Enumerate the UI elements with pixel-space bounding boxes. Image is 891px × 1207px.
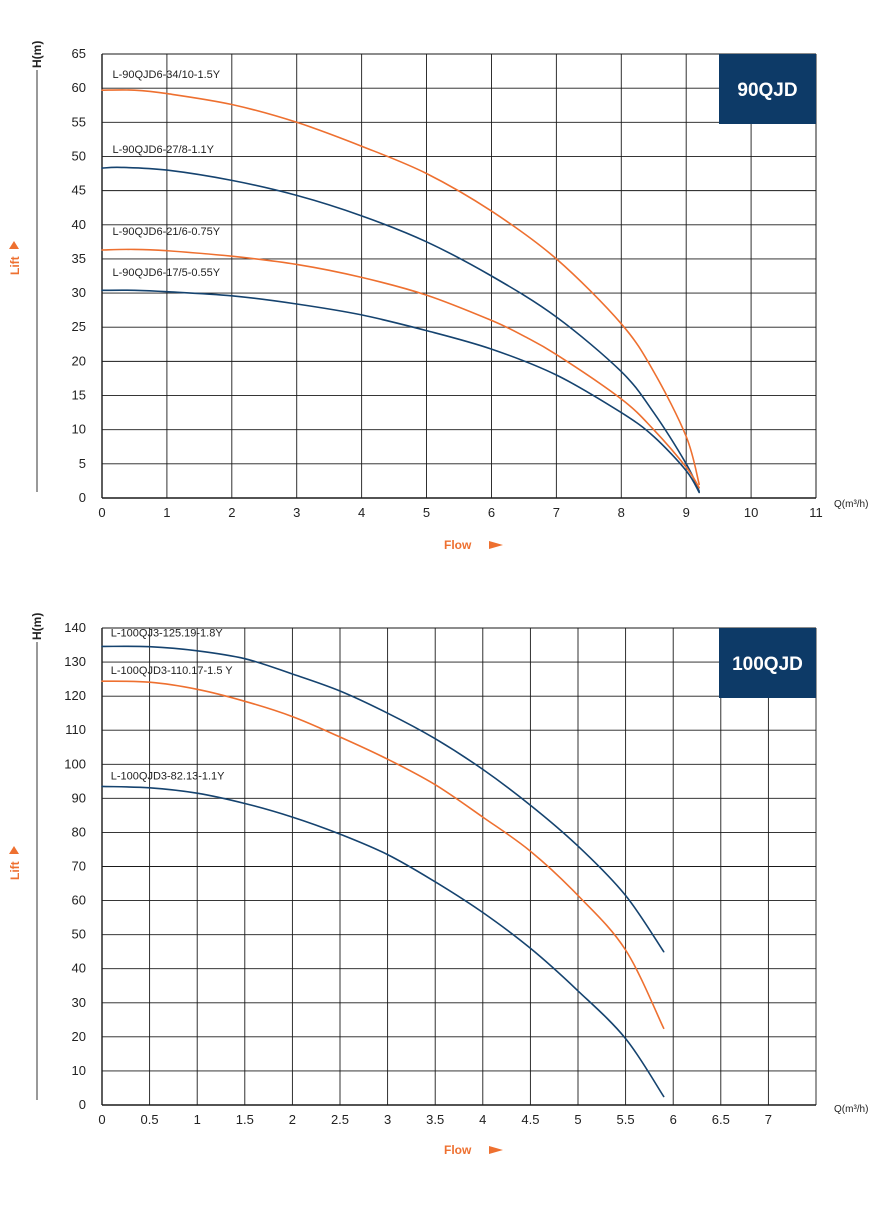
chart2-y-tick-label: 60 [72,893,86,908]
chart2-y-tick-label: 130 [64,654,86,669]
chart1-y-axis-label: H(m) [30,41,44,68]
chart2-series-label-1: L-100QJ3-125.19-1.8Y [111,628,224,640]
chart1-series-label-3: L-90QJD6-21/6-0.75Y [112,226,220,238]
chart1-x-tick-label: 3 [293,505,300,520]
chart2-y-tick-label: 0 [79,1097,86,1112]
chart1-x-axis-label: Flow [444,538,472,552]
chart1-y-tick-label: 40 [72,217,86,232]
chart1-y-tick-label: 0 [79,490,86,505]
chart1-series-line-1 [101,89,700,486]
chart1-series-line-4 [101,289,700,494]
chart2-y-tick-label: 80 [72,824,86,839]
chart2-y-axis-label: H(m) [30,613,44,640]
chart2-y-tick-label: 140 [64,620,86,635]
chart1-y-tick-label: 15 [72,388,86,403]
chart1-y-tick-label: 10 [72,422,86,437]
chart1-y-tick-label: 45 [72,183,86,198]
chart2-y-tick-label: 120 [64,688,86,703]
chart1-y-side-label: Lift [8,256,22,275]
chart2-y-tick-label: 50 [72,927,86,942]
chart1-x-tick-label: 0 [98,505,105,520]
chart2-x-tick-label: 5.5 [617,1112,635,1127]
chart2-y-side-label: Lift [8,861,22,880]
chart2-y-tick-label: 70 [72,859,86,874]
chart1-badge-box [719,54,816,124]
chart2-series-line-3 [101,785,665,1098]
chart2-series-line-2 [101,680,665,1030]
chart1-y-tick-label: 55 [72,114,86,129]
chart1-y-tick-label: 50 [72,148,86,163]
chart2-y-tick-label: 110 [65,722,86,737]
chart2-series-label-2: L-100QJD3-110.17-1.5 Y [111,665,234,677]
chart1-series-label-2: L-90QJD6-27/8-1.1Y [112,144,214,156]
chart2-x-tick-label: 0.5 [141,1112,159,1127]
chart2-badge-box [719,628,816,698]
chart1-x-tick-label: 9 [683,505,690,520]
chart1-x-tick-label: 4 [358,505,365,520]
chart2-series-label-3: L-100QJD3-82.13-1.1Y [111,771,225,783]
chart2-y-tick-label: 100 [64,756,86,771]
chart2-x-tick-label: 4 [479,1112,486,1127]
chart2-badge-label: 100QJD [732,654,803,675]
chart1-x-tick-label: 5 [423,505,430,520]
chart1-x-tick-label: 7 [553,505,560,520]
chart1-badge-label: 90QJD [737,80,797,101]
chart1-series-line-2 [101,166,700,492]
chart1-x-unit-label: Q(m³/h) [834,499,868,510]
chart1-y-tick-label: 65 [72,46,86,61]
chart1-y-tick-label: 35 [72,251,86,266]
chart2-lift-arrow-icon [9,846,19,854]
chart2-y-tick-label: 90 [72,790,86,805]
chart1-x-tick-label: 2 [228,505,235,520]
chart2-x-tick-label: 1.5 [236,1112,254,1127]
chart2-x-tick-label: 4.5 [521,1112,539,1127]
chart2-x-tick-label: 6 [670,1112,677,1127]
chart2-x-axis-label: Flow [444,1143,472,1157]
chart1-x-tick-label: 8 [618,505,625,520]
chart1-x-tick-label: 10 [744,505,758,520]
chart1-y-tick-label: 30 [72,285,86,300]
chart2-y-tick-label: 10 [72,1063,86,1078]
chart1-x-tick-label: 6 [488,505,495,520]
chart1-flow-arrow-icon [489,541,503,549]
chart2-x-tick-label: 3.5 [426,1112,444,1127]
chart1-y-tick-label: 25 [72,319,86,334]
chart1-series-label-4: L-90QJD6-17/5-0.55Y [112,267,220,279]
chart2-x-tick-label: 3 [384,1112,391,1127]
chart1-series-line-3 [101,248,700,489]
chart2-x-tick-label: 6.5 [712,1112,730,1127]
chart2-x-tick-label: 2.5 [331,1112,349,1127]
chart2-x-unit-label: Q(m³/h) [834,1104,868,1115]
chart2-y-tick-label: 30 [72,995,86,1010]
chart1-y-tick-label: 5 [79,456,86,471]
chart2-y-tick-label: 40 [72,961,86,976]
chart2-x-tick-label: 2 [289,1112,296,1127]
chart2-flow-arrow-icon [489,1146,503,1154]
chart1-lift-arrow-icon [9,241,19,249]
chart2-x-tick-label: 1 [194,1112,201,1127]
chart2-x-tick-label: 5 [574,1112,581,1127]
chart1-x-tick-label: 11 [809,505,823,520]
chart2-x-tick-label: 7 [765,1112,772,1127]
chart2-x-tick-label: 0 [98,1112,105,1127]
chart2-y-tick-label: 20 [72,1029,86,1044]
chart1-y-tick-label: 20 [72,353,86,368]
chart1-series-label-1: L-90QJD6-34/10-1.5Y [112,69,220,81]
chart1-x-tick-label: 1 [163,505,170,520]
chart1-y-tick-label: 60 [72,80,86,95]
chart2-series-line-1 [101,645,665,953]
